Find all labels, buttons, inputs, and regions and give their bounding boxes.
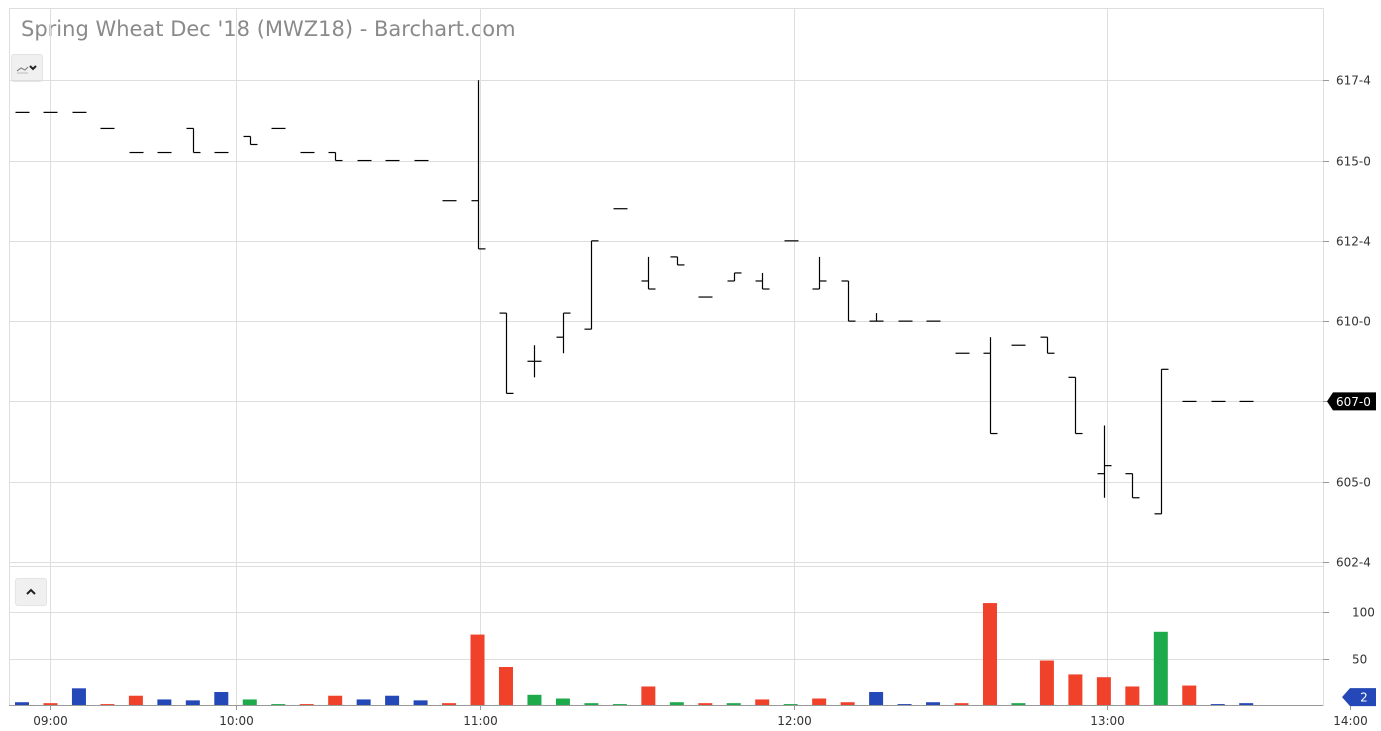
volume-bar [413, 700, 428, 705]
ohlc-bar [328, 151, 343, 162]
ohlc-bar [1097, 425, 1112, 498]
chart-type-button[interactable] [11, 54, 43, 82]
volume-bar [726, 703, 741, 705]
ohlc-bar [869, 313, 884, 322]
ohlc-bar [186, 127, 201, 154]
volume-bar [185, 700, 200, 705]
price-tick-label: 617-4 [1336, 74, 1371, 88]
ohlc-bar [499, 312, 514, 394]
volume-bar [242, 699, 257, 705]
volume-collapse-button[interactable] [15, 578, 47, 606]
volume-bar [926, 702, 941, 705]
volume-bar [1011, 703, 1026, 705]
volume-bar [15, 702, 29, 705]
last-volume-label: 2 [1360, 691, 1368, 705]
time-tick-label: 14:00 [1333, 714, 1368, 728]
volume-bar [840, 702, 855, 705]
volume-bar [954, 703, 969, 705]
ohlc-bar [670, 256, 685, 266]
volume-bar [783, 704, 798, 706]
volume-bar [356, 699, 371, 705]
volume-bar [385, 695, 400, 705]
volume-bar [157, 699, 172, 705]
volume-bar [698, 703, 713, 705]
volume-bar [982, 603, 997, 705]
last-price-marker: 607-0 [1327, 392, 1376, 411]
volume-bar [498, 667, 513, 705]
volume-bar [527, 694, 542, 705]
time-tick-label: 11:00 [463, 714, 498, 728]
price-tick-label: 605-0 [1336, 476, 1371, 490]
last-volume-marker: 2 [1342, 688, 1376, 707]
ohlc-bar [841, 280, 856, 322]
ohlc-bar [812, 256, 827, 290]
volume-bar [100, 704, 115, 706]
volume-bar [869, 692, 884, 705]
volume-bar [71, 688, 86, 705]
ohlc-bar [1040, 336, 1055, 354]
ohlc-bar [556, 312, 571, 354]
price-tick-label: 612-4 [1336, 235, 1371, 249]
volume-tick-label: 50 [1352, 653, 1367, 667]
chart-title: Spring Wheat Dec '18 (MWZ18) - Barchart.… [21, 17, 516, 41]
volume-bar [1068, 674, 1083, 705]
last-price-label: 607-0 [1336, 395, 1371, 409]
volume-bar [1182, 685, 1197, 705]
price-tick-label: 610-0 [1336, 315, 1371, 329]
chevron-up-icon [26, 588, 36, 595]
ohlc-bar [471, 80, 486, 250]
price-tick-label: 602-4 [1336, 556, 1371, 570]
volume-bar [612, 704, 627, 706]
volume-bar [555, 698, 570, 705]
ohlc-bar [584, 240, 599, 330]
ohlc-bar [983, 337, 998, 435]
price-tick-label: 615-0 [1336, 155, 1371, 169]
volume-bar [1096, 677, 1111, 705]
grid-lines [9, 8, 1324, 706]
volume-bar [328, 695, 343, 705]
chart-frame [9, 8, 1324, 706]
volume-bar [1039, 660, 1054, 705]
volume-bar [897, 704, 912, 706]
volume-bar [43, 703, 58, 705]
ohlc-bar [641, 256, 656, 290]
line-chart-chevron-down-icon [16, 65, 37, 74]
time-tick-label: 09:00 [33, 714, 68, 728]
volume-bar [812, 698, 827, 705]
time-tick-label: 12:00 [777, 714, 812, 728]
ohlc-bar [1068, 376, 1083, 435]
time-tick-label: 13:00 [1090, 714, 1125, 728]
volume-bar [669, 702, 684, 705]
last-volume-badge [1342, 688, 1376, 707]
volume-bars [15, 603, 1254, 706]
ohlc-bars [15, 80, 1254, 515]
ohlc-bar [527, 345, 542, 378]
volume-bar [755, 699, 770, 705]
volume-bar [214, 692, 229, 705]
ohlc-bar [1125, 473, 1140, 499]
ohlc-bar [755, 272, 770, 290]
volume-tick-label: 100 [1352, 606, 1375, 620]
axes: 617-4615-0612-4610-0607-4605-0602-410050… [9, 74, 1376, 728]
volume-bar [271, 704, 286, 706]
volume-bar [470, 634, 485, 705]
volume-bar [584, 703, 599, 705]
volume-bar [1210, 704, 1225, 706]
volume-bar [299, 704, 314, 706]
ohlc-bar [243, 135, 258, 146]
volume-bar [1239, 703, 1254, 705]
volume-bar [1153, 631, 1168, 705]
volume-bar [641, 686, 656, 705]
ohlc-bar [727, 272, 742, 282]
ohlc-bar [1154, 368, 1169, 515]
volume-bar [1125, 686, 1140, 705]
last-price-badge [1327, 392, 1376, 411]
volume-bar [128, 695, 143, 705]
volume-bar [442, 703, 457, 705]
time-tick-label: 10:00 [219, 714, 254, 728]
